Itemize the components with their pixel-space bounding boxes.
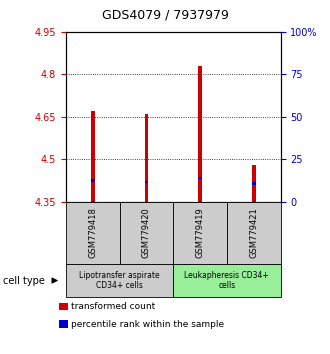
Text: Lipotransfer aspirate
CD34+ cells: Lipotransfer aspirate CD34+ cells <box>79 271 160 290</box>
Bar <box>198 177 202 179</box>
Bar <box>145 114 148 202</box>
Text: cell type: cell type <box>3 275 45 286</box>
Bar <box>91 179 95 182</box>
Bar <box>198 66 202 202</box>
Text: GDS4079 / 7937979: GDS4079 / 7937979 <box>102 9 228 22</box>
Text: percentile rank within the sample: percentile rank within the sample <box>71 320 224 329</box>
Bar <box>252 182 255 184</box>
Bar <box>252 165 255 202</box>
Bar <box>91 111 95 202</box>
Text: GSM779419: GSM779419 <box>196 207 205 258</box>
Bar <box>145 181 148 183</box>
Text: Leukapheresis CD34+
cells: Leukapheresis CD34+ cells <box>184 271 269 290</box>
Text: GSM779418: GSM779418 <box>88 207 97 258</box>
Text: GSM779421: GSM779421 <box>249 207 258 258</box>
Text: transformed count: transformed count <box>71 302 155 311</box>
Text: GSM779420: GSM779420 <box>142 207 151 258</box>
